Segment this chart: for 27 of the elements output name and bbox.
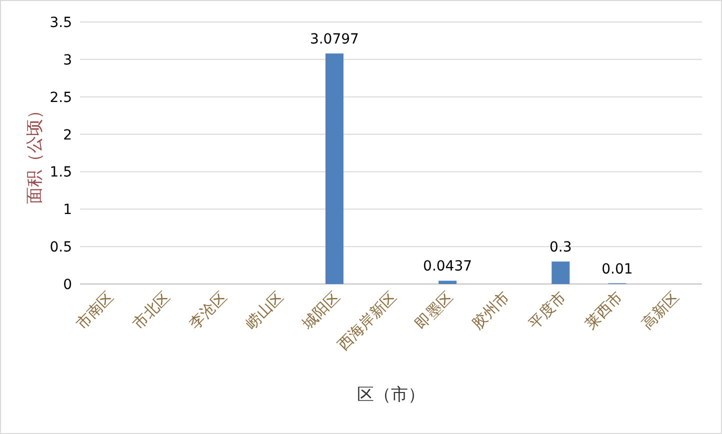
x-tick-label: 胶州市 [469,288,513,333]
y-tick-label: 3.5 [50,15,72,31]
data-label: 0.01 [602,261,633,278]
bar [325,53,344,284]
data-label: 0.0437 [423,258,472,275]
y-tick-label: 2 [63,127,72,144]
data-label: 3.0797 [310,31,359,48]
x-tick-label: 李沧区 [186,288,230,333]
data-label: 0.3 [550,240,572,256]
x-axis-title: 区（市） [357,385,425,404]
x-tick-label: 莱西市 [582,288,626,333]
x-tick-label: 崂山区 [242,288,287,333]
x-tick-label: 市南区 [73,288,118,333]
x-tick-label: 城阳区 [298,288,344,334]
y-tick-label: 2.5 [50,90,72,106]
x-tick-label: 平度市 [526,288,570,333]
y-tick-label: 3 [63,52,72,68]
bar [438,280,457,284]
x-tick-label: 市北区 [130,288,174,333]
y-axis-title: 面积（公顷） [25,102,44,204]
y-tick-label: 1.5 [50,164,72,181]
x-tick-label: 高新区 [638,288,683,333]
x-tick-label: 即墨区 [413,290,456,333]
y-tick-label: 0.5 [50,240,72,256]
y-tick-label: 0 [63,277,72,293]
bar [552,262,570,284]
y-tick-label: 1 [63,202,72,218]
